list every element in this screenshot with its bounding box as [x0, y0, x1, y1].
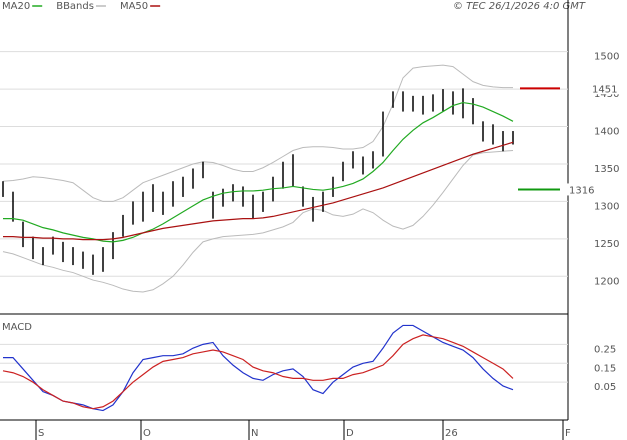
legend-label: BBands	[56, 1, 94, 12]
ma-line	[3, 141, 514, 241]
x-tick-label: O	[143, 428, 151, 439]
x-tick-label: F	[565, 428, 571, 439]
macd-line	[2, 334, 514, 410]
y-tick-label: 1450	[594, 89, 619, 100]
y-tick-label: 0.05	[594, 382, 616, 393]
y-tick-label: 0.15	[594, 363, 616, 374]
macd-line	[3, 324, 514, 412]
timestamp: © TEC 26/1/2026 4:0 GMT	[453, 1, 586, 12]
y-tick-label: 1350	[594, 164, 619, 175]
level-label: 1451	[592, 84, 617, 95]
x-tick-label: S	[38, 428, 44, 439]
legend-label: MA50	[120, 1, 148, 12]
y-tick-label: 1250	[594, 239, 619, 250]
legend-label: MA20	[2, 1, 30, 12]
level-label: 1316	[569, 185, 594, 196]
level-label-bg	[590, 82, 620, 95]
x-tick-label: 26	[445, 428, 458, 439]
y-tick-label: 1200	[594, 276, 619, 287]
bband-upper	[2, 64, 513, 202]
ma-line	[3, 101, 514, 243]
x-tick-label: N	[251, 428, 258, 439]
bband-lower	[2, 150, 514, 293]
y-tick-label: 1400	[594, 127, 619, 138]
y-tick-label: 1300	[594, 201, 619, 212]
macd-title: MACD	[2, 322, 32, 333]
x-tick-label: D	[346, 428, 354, 439]
level-label-bg	[567, 183, 597, 196]
y-tick-label: 1500	[594, 52, 619, 63]
y-tick-label: 0.25	[594, 344, 616, 355]
